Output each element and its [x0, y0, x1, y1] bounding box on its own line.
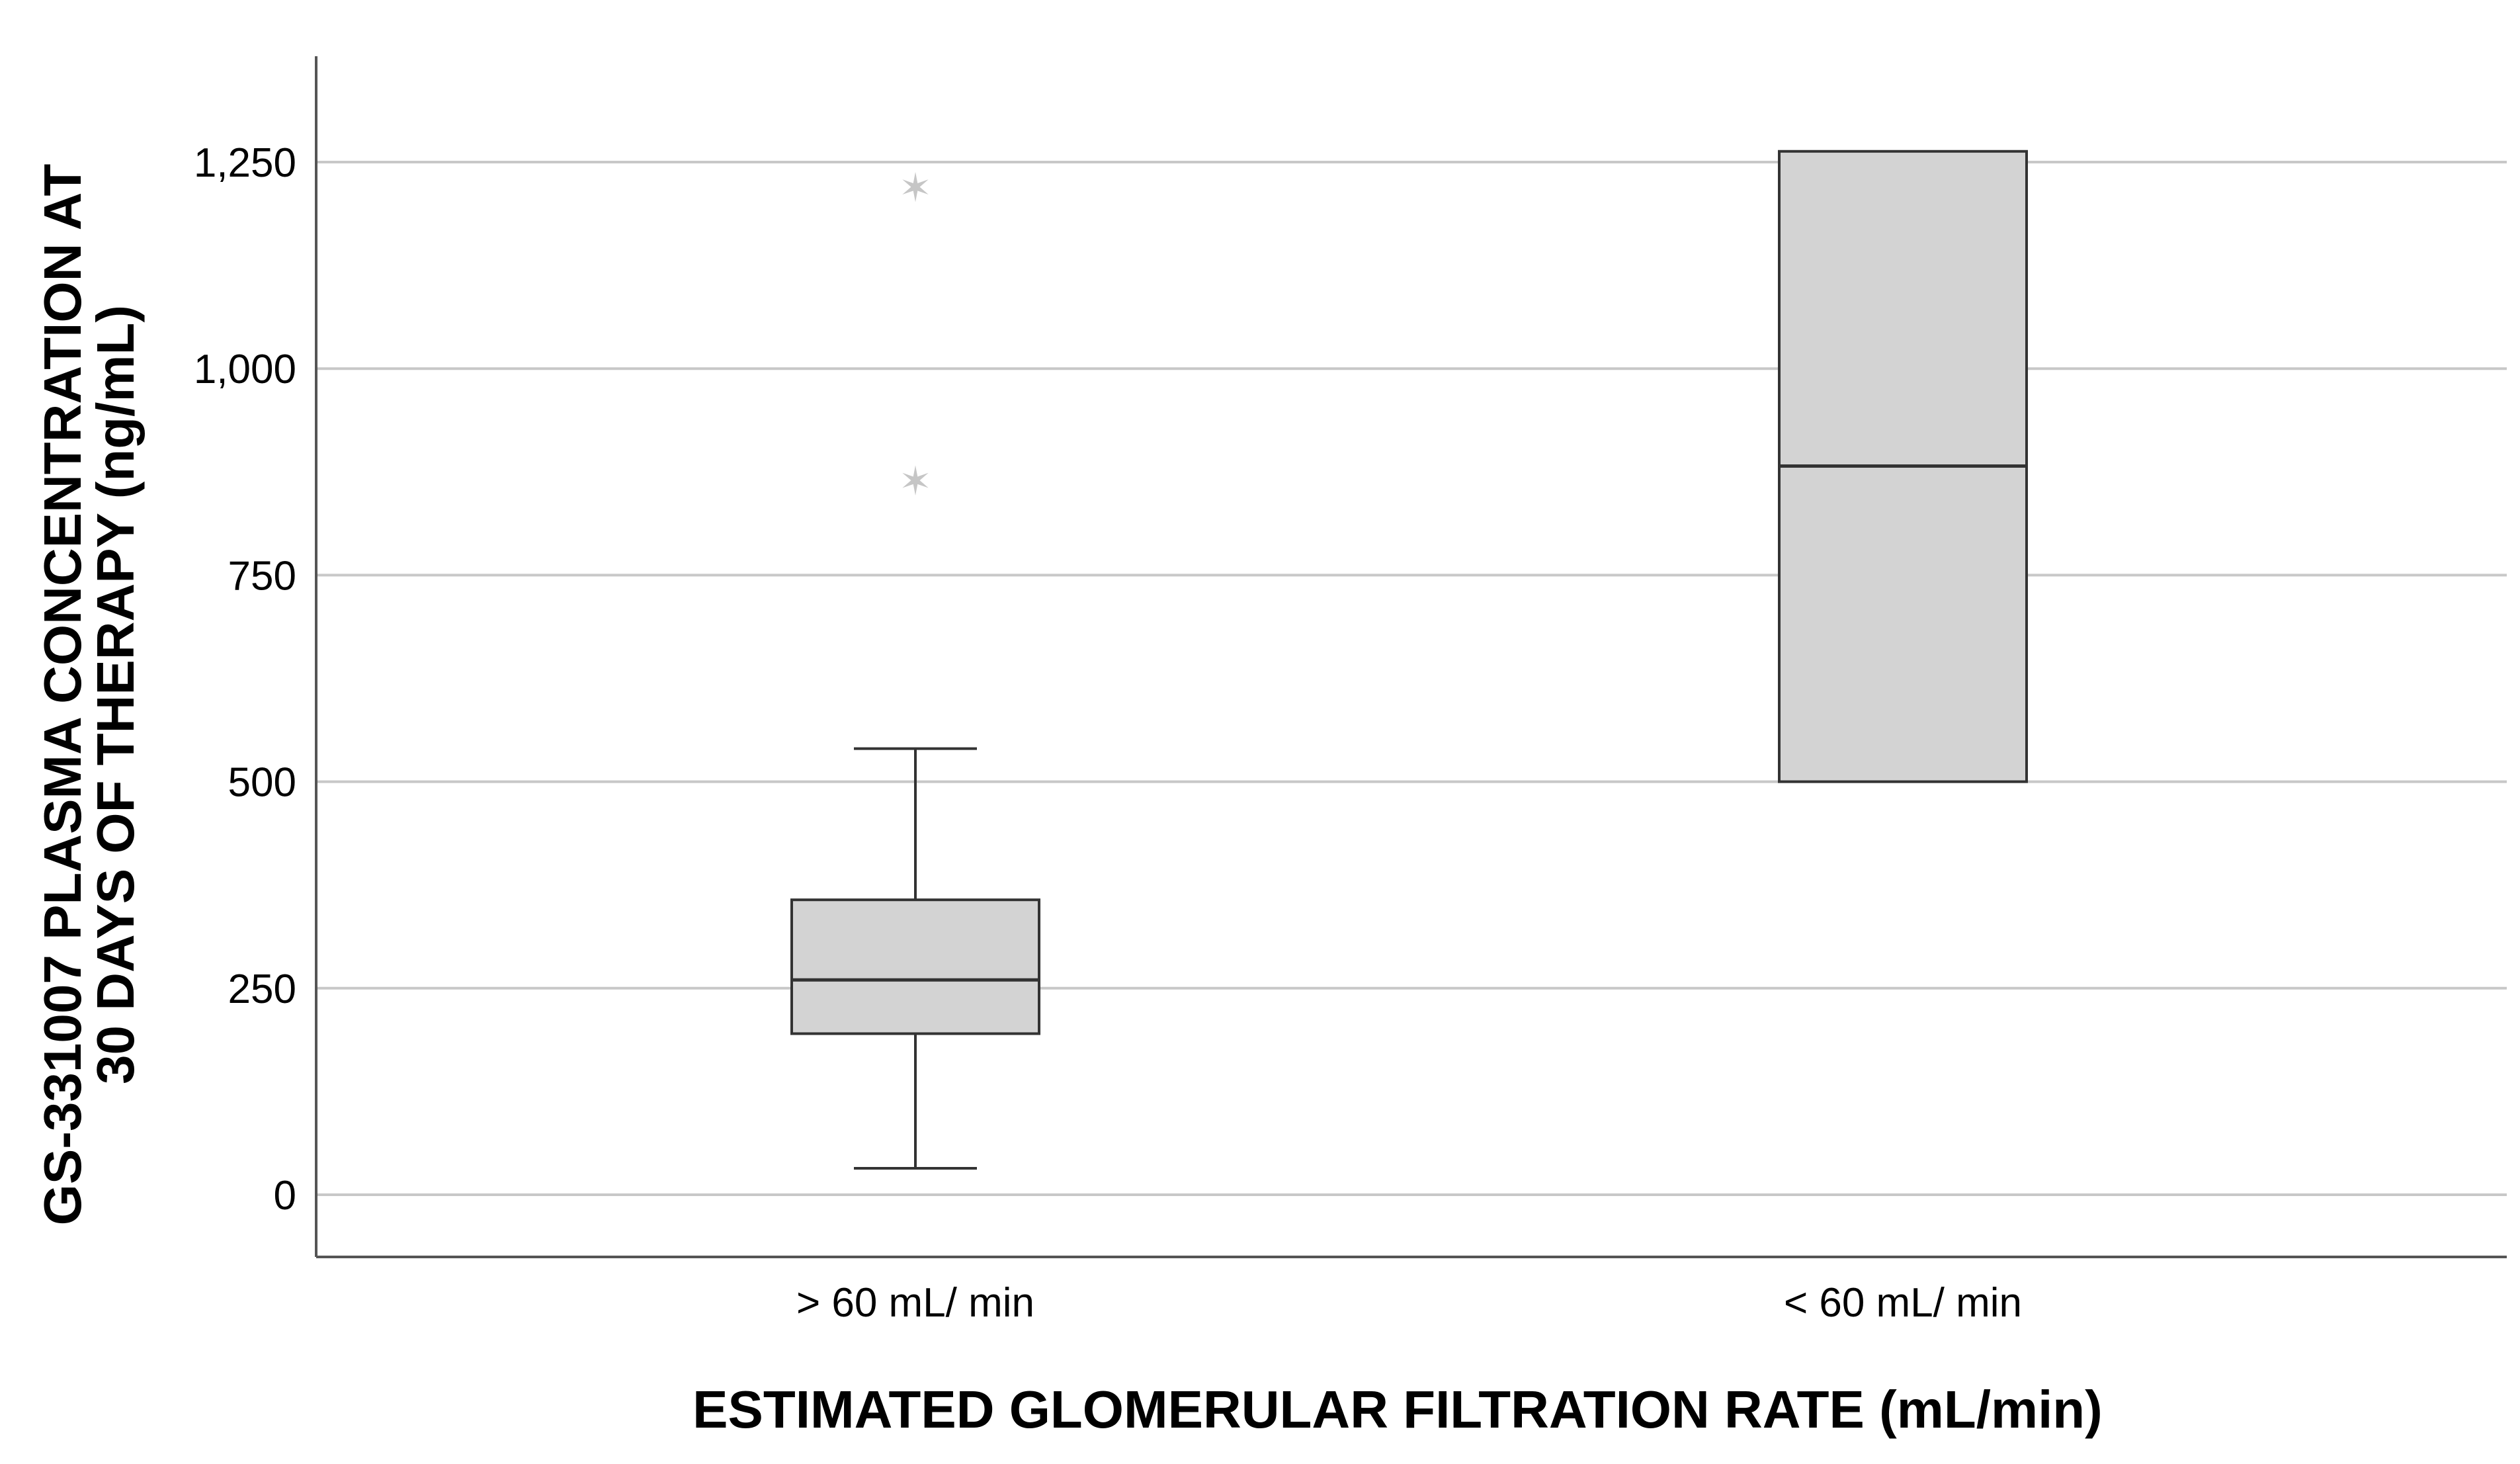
y-tick-label-750: 750	[228, 553, 296, 599]
x-tick-label-1: > 60 mL/ min	[796, 1280, 1034, 1326]
outlier-marker-1: ✶	[899, 458, 932, 505]
y-tick-labels: 0 250 500 750 1,000 1,250	[194, 140, 296, 1219]
y-tick-label-250: 250	[228, 967, 296, 1012]
y-axis-title: GS-331007 PLASMA CONCENTRATION AT 30 DAY…	[33, 164, 145, 1226]
x-axis-title: ESTIMATED GLOMERULAR FILTRATION RATE (mL…	[693, 1380, 2103, 1439]
y-axis-title-line-2: 30 DAYS OF THERAPY (ng/mL)	[86, 305, 145, 1084]
axes	[315, 56, 2507, 1258]
y-tick-label-1000: 1,000	[194, 347, 296, 392]
y-tick-label-1250: 1,250	[194, 140, 296, 186]
box-group-2	[1778, 150, 2028, 783]
x-tick-label-2: < 60 mL/ min	[1784, 1280, 2022, 1326]
y-tick-label-0: 0	[274, 1173, 296, 1219]
box-iqr	[790, 898, 1040, 1035]
boxes: ✶✶	[790, 150, 2028, 1170]
box-group-1: ✶✶	[790, 165, 1040, 1170]
x-tick-labels: > 60 mL/ min < 60 mL/ min	[796, 1280, 2022, 1326]
y-axis-title-line-1: GS-331007 PLASMA CONCENTRATION AT	[33, 164, 92, 1226]
gridlines	[316, 161, 2507, 1196]
y-tick-label-500: 500	[228, 760, 296, 806]
outlier-marker-2: ✶	[899, 165, 932, 211]
